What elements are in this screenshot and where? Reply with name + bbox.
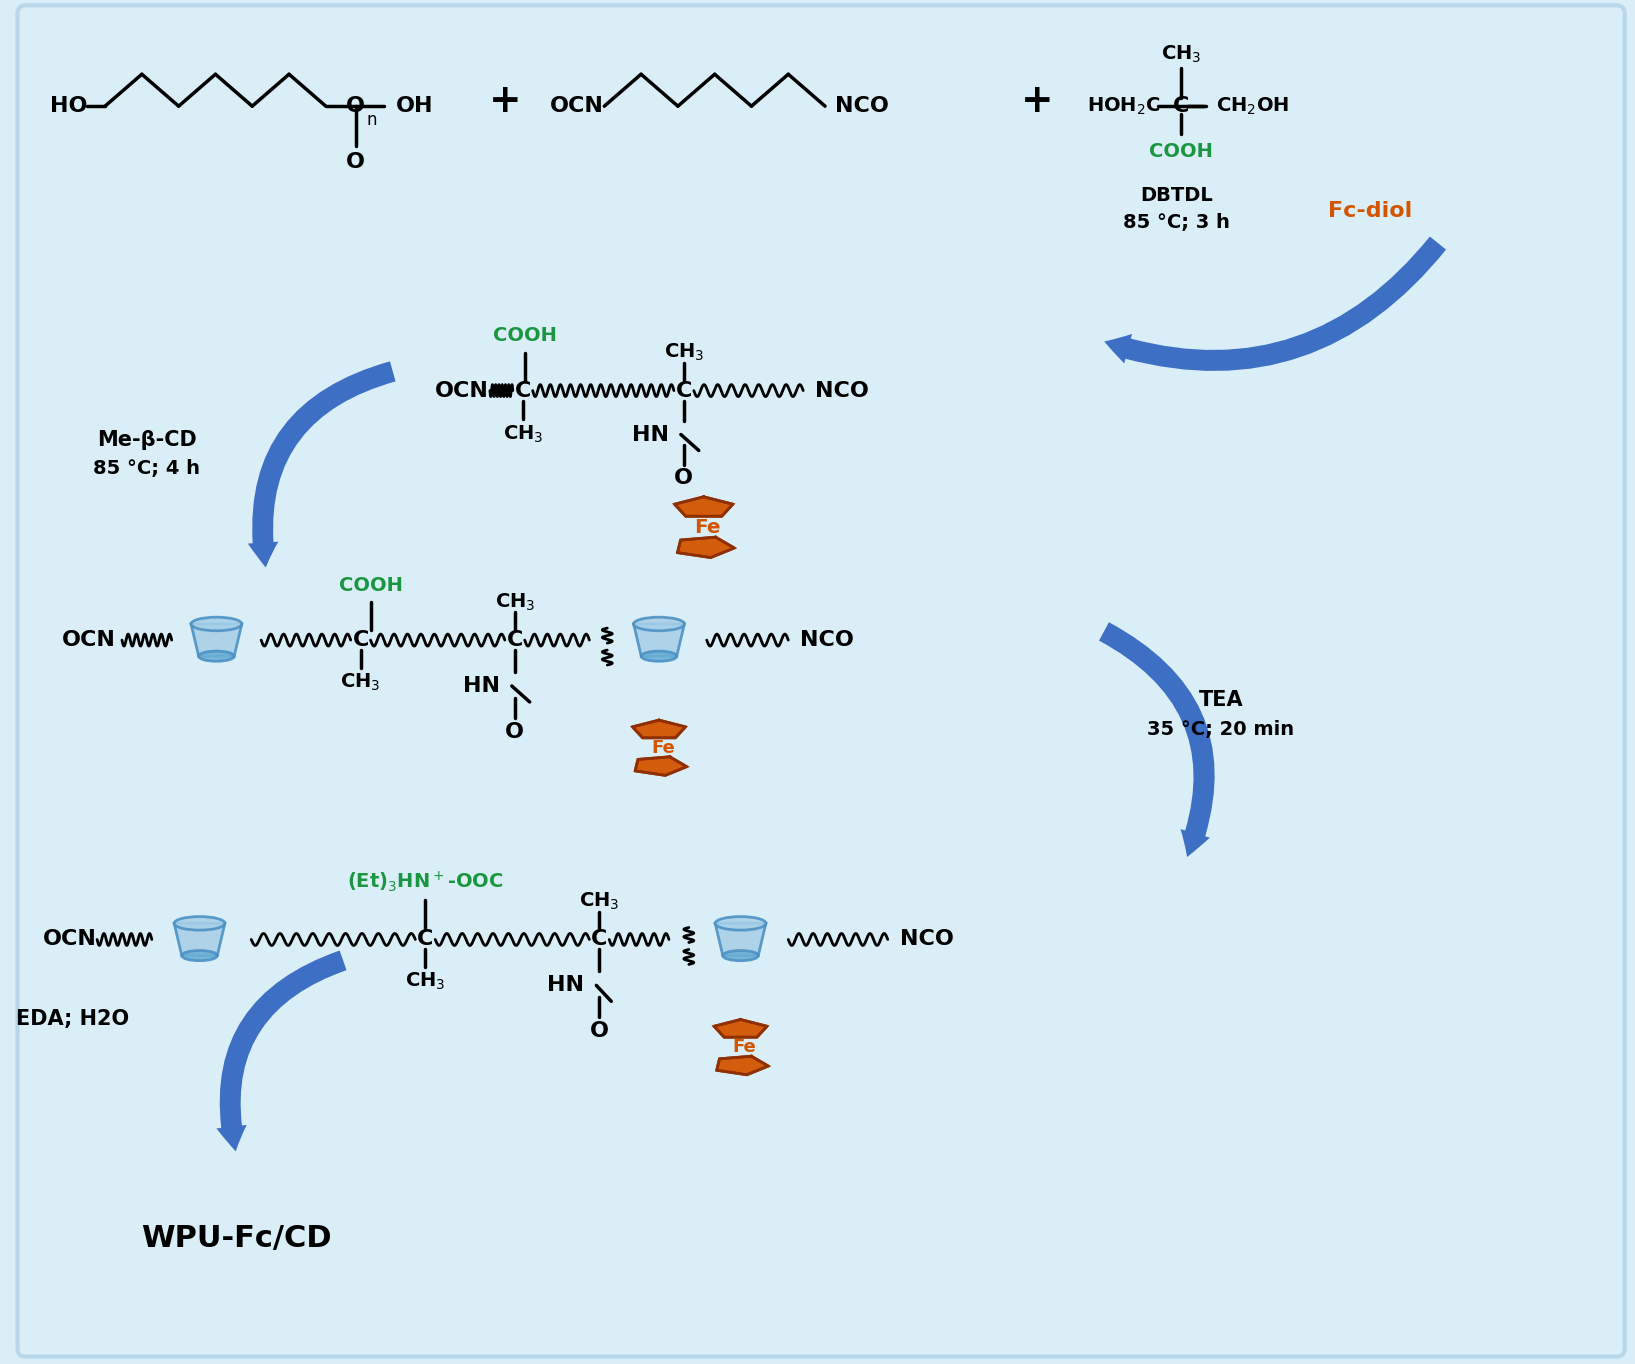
Polygon shape — [677, 537, 734, 558]
Ellipse shape — [191, 617, 242, 630]
Ellipse shape — [634, 617, 685, 630]
Text: COOH: COOH — [1149, 142, 1213, 161]
Text: CH$_3$: CH$_3$ — [405, 971, 445, 992]
Text: C: C — [675, 381, 692, 401]
Polygon shape — [634, 623, 685, 656]
Text: NCO: NCO — [835, 97, 889, 116]
Text: O: O — [674, 468, 693, 488]
Ellipse shape — [641, 651, 677, 662]
Text: HN: HN — [548, 975, 584, 996]
Text: OCN: OCN — [62, 630, 116, 651]
Text: Me-β-CD: Me-β-CD — [96, 431, 196, 450]
Text: COOH: COOH — [338, 576, 402, 595]
Text: +: + — [489, 82, 522, 120]
Text: C: C — [507, 630, 523, 651]
Polygon shape — [714, 923, 765, 956]
Text: HN: HN — [633, 424, 669, 445]
Text: TEA: TEA — [1198, 690, 1243, 711]
Text: NCO: NCO — [816, 381, 868, 401]
Text: CH$_3$: CH$_3$ — [1161, 44, 1202, 65]
Text: Fc-diol: Fc-diol — [1328, 201, 1413, 221]
Text: Fe: Fe — [732, 1038, 757, 1056]
Polygon shape — [175, 923, 226, 956]
Text: NCO: NCO — [899, 929, 953, 949]
Polygon shape — [716, 1056, 768, 1075]
Polygon shape — [191, 623, 242, 656]
Text: 85 °C; 3 h: 85 °C; 3 h — [1123, 213, 1230, 232]
FancyBboxPatch shape — [18, 5, 1625, 1357]
Polygon shape — [714, 1019, 767, 1037]
Text: +: + — [1020, 82, 1053, 120]
FancyArrowPatch shape — [1099, 622, 1215, 857]
Text: O: O — [505, 722, 525, 742]
Text: COOH: COOH — [492, 326, 556, 345]
Text: OCN: OCN — [435, 381, 489, 401]
Ellipse shape — [175, 917, 226, 930]
Text: HO: HO — [49, 97, 87, 116]
Text: O: O — [347, 151, 365, 172]
Text: Fe: Fe — [651, 739, 675, 757]
Text: OCN: OCN — [43, 929, 96, 949]
Polygon shape — [633, 720, 685, 738]
Text: CH$_3$: CH$_3$ — [495, 592, 535, 612]
FancyArrowPatch shape — [249, 361, 396, 567]
Text: CH$_2$OH: CH$_2$OH — [1216, 95, 1288, 117]
FancyArrowPatch shape — [216, 951, 347, 1151]
Text: C: C — [515, 381, 531, 401]
Text: HOH$_2$C: HOH$_2$C — [1087, 95, 1161, 117]
Text: NCO: NCO — [800, 630, 853, 651]
Text: CH$_3$: CH$_3$ — [340, 671, 381, 693]
FancyArrowPatch shape — [1104, 236, 1445, 371]
Text: C: C — [417, 929, 433, 949]
Text: WPU-Fc/CD: WPU-Fc/CD — [141, 1225, 332, 1254]
Text: CH$_3$: CH$_3$ — [664, 342, 705, 363]
Polygon shape — [675, 496, 732, 516]
Ellipse shape — [199, 651, 234, 662]
Text: OH: OH — [396, 97, 433, 116]
Text: C: C — [1172, 97, 1189, 116]
Text: 85 °C; 4 h: 85 °C; 4 h — [93, 458, 201, 477]
Text: O: O — [590, 1022, 608, 1041]
Ellipse shape — [714, 917, 765, 930]
Text: C: C — [592, 929, 608, 949]
Text: CH$_3$: CH$_3$ — [502, 424, 543, 445]
Text: 35 °C; 20 min: 35 °C; 20 min — [1148, 720, 1295, 739]
Text: Fe: Fe — [695, 518, 721, 537]
Text: n: n — [366, 110, 376, 130]
Ellipse shape — [181, 951, 217, 960]
Text: O: O — [347, 97, 365, 116]
Text: EDA; H2O: EDA; H2O — [16, 1009, 129, 1030]
Text: CH$_3$: CH$_3$ — [579, 891, 620, 913]
Text: OCN: OCN — [549, 97, 603, 116]
Text: HN: HN — [463, 677, 500, 696]
Text: (Et)$_3$HN$^+$-OOC: (Et)$_3$HN$^+$-OOC — [347, 869, 504, 893]
Polygon shape — [634, 757, 687, 775]
Text: C: C — [353, 630, 370, 651]
Text: DBTDL: DBTDL — [1140, 187, 1213, 206]
Ellipse shape — [723, 951, 759, 960]
